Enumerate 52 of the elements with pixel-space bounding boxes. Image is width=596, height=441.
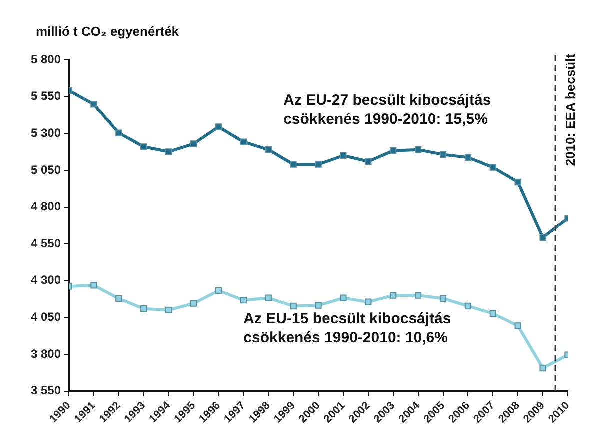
y-tick-label: 5 800	[31, 52, 62, 66]
point	[165, 148, 172, 156]
y-tick-label: 5 050	[31, 162, 62, 177]
point	[90, 282, 98, 289]
point	[215, 124, 222, 130]
point	[190, 140, 198, 148]
annotation: Az EU-15 becsült kibocsájtás csökkenés 1990-2010: 10,6%	[244, 310, 452, 346]
point	[240, 297, 247, 304]
point	[540, 364, 546, 372]
ref-line-label: 2010: EEA becsült	[563, 53, 578, 166]
point	[414, 146, 422, 154]
point	[116, 130, 122, 136]
y-tick-label: 4 800	[31, 200, 62, 214]
point	[514, 178, 522, 186]
point	[240, 138, 247, 146]
point	[215, 287, 222, 294]
point	[116, 295, 122, 302]
y-tick-label: 5 300	[31, 126, 62, 140]
point	[390, 292, 397, 299]
point	[340, 152, 347, 160]
point	[440, 151, 447, 158]
point	[540, 234, 546, 241]
point	[290, 302, 297, 310]
point	[464, 302, 472, 310]
point	[315, 161, 322, 168]
point	[365, 158, 372, 165]
point	[140, 144, 148, 150]
point	[464, 154, 472, 161]
point	[514, 322, 522, 330]
y-tick-label: 3 800	[31, 346, 62, 361]
point	[265, 294, 272, 302]
y-axis-title: millió t CO₂ egyenérték	[36, 24, 180, 39]
point	[190, 300, 198, 307]
point	[414, 292, 422, 299]
y-tick-label: 4 550	[31, 236, 62, 250]
point	[390, 148, 397, 154]
point	[490, 164, 496, 171]
point	[490, 310, 496, 318]
point	[290, 161, 297, 168]
y-tick-label: 3 550	[31, 384, 62, 398]
point	[140, 306, 148, 312]
annotation: Az EU-27 becsült kibocsájtás csökkenés 1990-2010: 15,5%	[284, 92, 492, 128]
point	[340, 294, 347, 302]
point	[165, 306, 172, 314]
point	[265, 146, 272, 154]
y-tick-label: 5 550	[31, 89, 62, 104]
point	[90, 101, 98, 108]
y-tick-label: 4 050	[31, 310, 62, 324]
point	[440, 295, 447, 302]
point	[365, 298, 372, 306]
point	[315, 302, 322, 309]
y-tick-label: 4 300	[31, 273, 62, 288]
